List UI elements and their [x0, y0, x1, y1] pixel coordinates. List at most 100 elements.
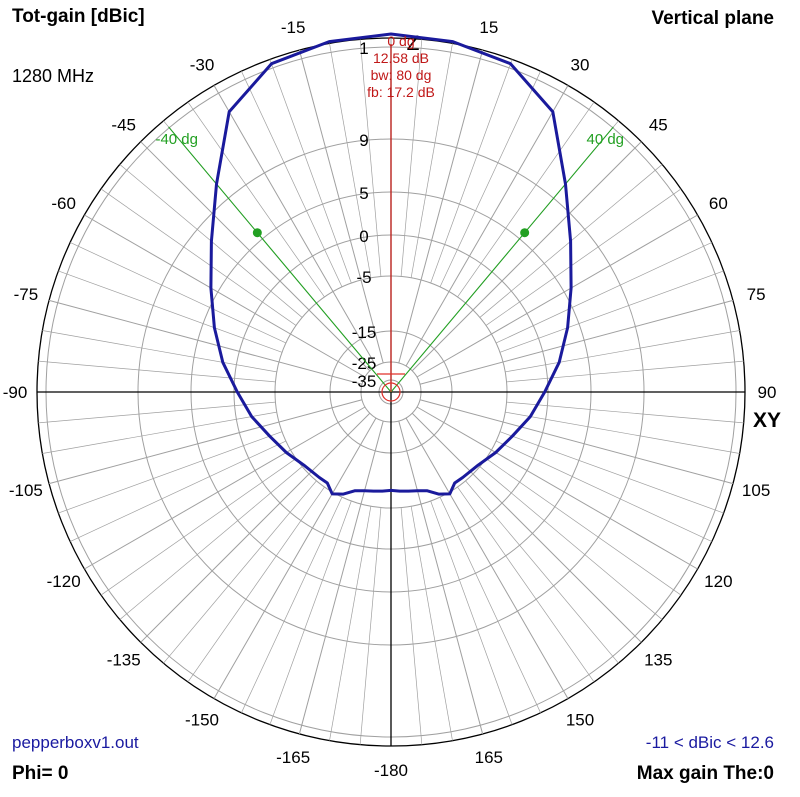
grid-spoke: [100, 188, 297, 326]
angle-tick-label: -120: [47, 572, 81, 591]
grid-spoke: [48, 399, 363, 485]
grid-spoke: [58, 270, 283, 353]
grid-spoke: [241, 496, 343, 713]
grid-spoke: [213, 417, 377, 699]
grid-spoke: [411, 141, 642, 372]
grid-spoke: [400, 507, 423, 745]
grid-spoke: [84, 406, 366, 570]
angle-tick-label: 45: [649, 116, 668, 135]
grid-spoke: [48, 299, 363, 385]
grid-spoke: [439, 496, 541, 713]
grid-spoke: [499, 431, 724, 514]
angle-tick-label: 135: [644, 650, 672, 669]
grid-spoke: [499, 270, 724, 353]
grid-spoke: [430, 59, 513, 284]
gain-range: -11 < dBic < 12.6: [645, 733, 774, 752]
beamwidth-lines: -40 dg 40 dg: [155, 126, 624, 393]
grid-spoke: [100, 458, 297, 596]
grid-spoke: [84, 214, 366, 378]
radial-tick-label: -15: [352, 323, 377, 342]
grid-spoke: [505, 411, 740, 454]
grid-spoke: [298, 420, 384, 735]
angle-tick-label: -135: [107, 650, 141, 669]
grid-spoke: [329, 43, 372, 278]
angle-tick-label: -165: [276, 748, 310, 767]
grid-spoke: [505, 330, 740, 373]
grid-spoke: [213, 85, 377, 367]
grid-spoke: [479, 466, 663, 620]
angle-labels: 153045607590105120135150165-180-165-150-…: [3, 18, 781, 780]
grid-spoke: [298, 49, 384, 364]
grid-spoke: [410, 506, 453, 741]
annotation-text: 12.58 dB: [373, 50, 429, 66]
radial-labels: -35-25 -15 -5 0 5 9 1: [352, 39, 377, 391]
grid-spoke: [398, 420, 484, 735]
max-gain-label: Max gain The:0: [636, 763, 774, 784]
beamwidth-label: 40 dg: [586, 131, 624, 148]
xy-axis-label: XY: [753, 409, 781, 432]
grid-spoke: [400, 39, 423, 277]
grid-spoke: [506, 360, 744, 383]
annotation-text: fb: 17.2 dB: [367, 84, 435, 100]
angle-tick-label: 15: [479, 18, 498, 37]
grid-spoke: [359, 39, 382, 277]
grid-spoke: [495, 242, 712, 344]
angle-tick-label: 150: [566, 710, 594, 729]
grid-spoke: [70, 242, 287, 344]
beamwidth-line: [390, 126, 614, 393]
angle-tick-label: 60: [709, 194, 728, 213]
radial-tick-label: 1: [359, 39, 368, 58]
grid-spoke: [419, 299, 734, 385]
radial-tick-label: -5: [356, 268, 371, 287]
grid-spoke: [457, 101, 595, 298]
angle-tick-label: 90: [758, 383, 777, 402]
grid-spoke: [416, 214, 698, 378]
grid-spoke: [405, 85, 569, 367]
grid-spoke: [329, 506, 372, 741]
grid-spoke: [269, 59, 352, 284]
angle-tick-label: -15: [281, 18, 306, 37]
beamwidth-line: [168, 126, 392, 393]
radial-tick-label: 5: [359, 184, 368, 203]
file-name: pepperboxv1.out: [12, 733, 139, 752]
grid-spoke: [187, 101, 325, 298]
grid-spoke: [140, 141, 371, 372]
angle-tick-label: -180: [374, 761, 408, 780]
grid-spoke: [439, 71, 541, 288]
angle-tick-label: -90: [3, 383, 28, 402]
grid-spoke: [163, 480, 317, 664]
grid-spoke: [119, 466, 303, 620]
grid-spoke: [58, 431, 283, 514]
grid-spoke: [42, 330, 277, 373]
grid-spoke: [241, 71, 343, 288]
grid-spoke: [70, 440, 287, 542]
grid-spoke: [416, 406, 698, 570]
grid-spoke: [485, 458, 682, 596]
angle-tick-label: -30: [190, 56, 215, 75]
angle-tick-label: -60: [51, 194, 76, 213]
beamwidth-marker: [520, 228, 530, 238]
grid-spoke: [398, 49, 484, 364]
grid-spoke: [405, 417, 569, 699]
gain-pattern: [209, 32, 573, 496]
angle-tick-label: -105: [9, 481, 43, 500]
radial-tick-label: -35: [352, 372, 377, 391]
grid-spoke: [42, 411, 277, 454]
grid-spoke: [485, 188, 682, 326]
grid-spoke: [419, 399, 734, 485]
annotation-text: 0 dg: [387, 33, 414, 49]
angle-tick-label: -45: [111, 116, 136, 135]
chart-title: Tot-gain [dBic]: [12, 6, 145, 27]
grid-spoke: [465, 480, 619, 664]
annotation-text: bw: 80 dg: [371, 67, 432, 83]
grid-spoke: [38, 401, 276, 424]
angle-tick-label: 165: [475, 748, 503, 767]
radial-tick-label: 0: [359, 227, 368, 246]
pattern-line: [209, 32, 573, 496]
center-marker: [381, 382, 401, 402]
grid-spoke: [140, 412, 371, 643]
grid-spoke: [38, 360, 276, 383]
grid-spoke: [430, 500, 513, 725]
